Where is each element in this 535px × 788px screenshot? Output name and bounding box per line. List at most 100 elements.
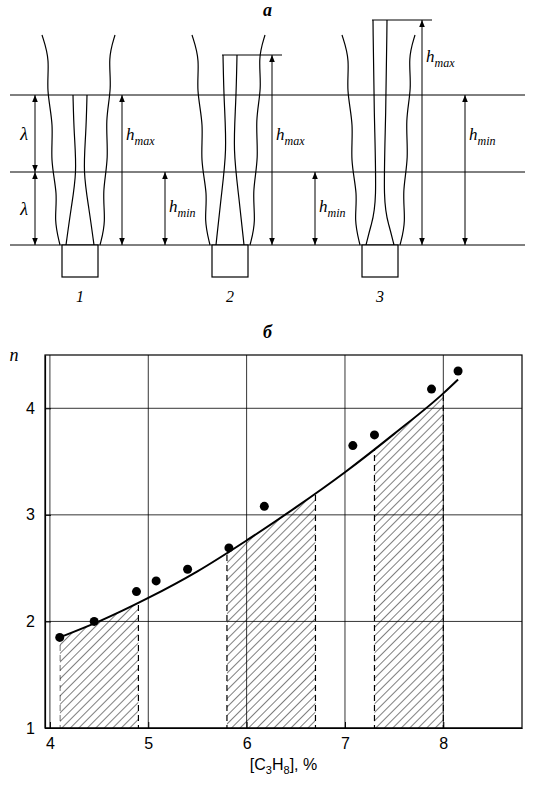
flame: 3hmaxhmin [342, 20, 496, 305]
panel-label: б [263, 322, 273, 342]
tick-mark [45, 515, 51, 516]
h-min-label: hmin [169, 197, 196, 220]
data-point [55, 633, 64, 642]
tick-label: 4 [26, 400, 35, 417]
h-min-label-sub: min [328, 206, 346, 220]
flame: 1hmaxhminλλ [19, 35, 195, 305]
tick: 6 [243, 722, 252, 752]
h-min-label-main: h [469, 125, 478, 144]
tick-label: 8 [439, 735, 448, 752]
diagram: а1hmaxhminλλ2hmaxhmin3hmaxhmin [10, 0, 525, 305]
top-marker [372, 20, 432, 21]
grid-line [344, 355, 345, 728]
burner [212, 245, 248, 277]
flame-inner [384, 20, 394, 245]
data-point [348, 441, 357, 450]
shaded-range [227, 355, 316, 728]
axis-line [45, 356, 46, 729]
tick-label: 2 [26, 613, 35, 630]
tick-mark [247, 722, 248, 728]
h-max-label-main: h [126, 125, 135, 144]
tick-label: 1 [26, 720, 35, 737]
h-min-label: hmin [319, 197, 346, 220]
fit-curve [60, 380, 458, 638]
flame-outer [100, 35, 115, 245]
h-max-label-sub: max [285, 134, 306, 148]
flame-inner [234, 55, 244, 245]
grid-line [45, 408, 522, 409]
range-edge [138, 355, 139, 728]
lambda-label: λ [19, 124, 28, 144]
flame-inner [66, 95, 76, 245]
flame-inner [366, 20, 376, 245]
chart: б456781234n[C3H8], % [10, 322, 523, 776]
data-point [152, 576, 161, 585]
tick-label: 3 [26, 506, 35, 523]
h-max-label: hmax [126, 125, 155, 148]
tick-label: 5 [144, 735, 153, 752]
data-point [260, 502, 269, 511]
h-max-label-sub: max [135, 134, 156, 148]
top-marker [222, 55, 282, 56]
tick-mark [45, 408, 51, 409]
range-edge [443, 355, 444, 728]
h-min-label-sub: min [178, 206, 196, 220]
tick-mark [45, 621, 51, 622]
x-axis-title-part: H [272, 756, 284, 773]
tick-mark [50, 722, 51, 728]
range-edge [374, 355, 375, 728]
h-max-label-sub: max [435, 56, 456, 70]
data-point [370, 430, 379, 439]
reference-line [10, 172, 525, 173]
x-axis-title-part: [C [250, 756, 266, 773]
flame-outer [250, 35, 265, 245]
x-axis-title: [C3H8], % [250, 756, 317, 776]
grid [45, 355, 522, 728]
dimension-arrow [465, 95, 466, 245]
tick-mark [345, 722, 346, 728]
shaded-regions [60, 355, 444, 728]
tick-label: 6 [243, 735, 252, 752]
flame-inner [84, 95, 94, 245]
tick-mark [443, 722, 444, 728]
tick: 2 [26, 613, 51, 630]
h-max-label: hmax [276, 125, 305, 148]
flame-outer [192, 35, 210, 245]
figure: а1hmaxhminλλ2hmaxhmin3hmaxhminб456781234… [0, 0, 535, 788]
data-point [183, 565, 192, 574]
dimension-arrow [35, 95, 36, 172]
axis-line [46, 728, 523, 729]
tick-mark [45, 728, 51, 729]
tick: 7 [341, 722, 350, 752]
tick: 3 [26, 506, 51, 523]
h-max-label-main: h [426, 47, 435, 66]
flame-outer [400, 35, 415, 245]
plot-area [55, 355, 462, 728]
range-edge [59, 355, 60, 728]
dimension-arrow [35, 172, 36, 245]
h-min-label-main: h [169, 197, 178, 216]
panel-label: а [263, 0, 272, 20]
h-min-label-sub: min [478, 134, 496, 148]
grid-line [49, 355, 50, 728]
y-axis-title: n [10, 345, 19, 365]
burner [362, 245, 398, 277]
x-axis-title-part: ], % [290, 756, 318, 773]
tick: 5 [144, 722, 153, 752]
flame: 2hmaxhmin [192, 35, 346, 305]
h-max-label-main: h [276, 125, 285, 144]
flame-inner [216, 55, 226, 245]
shaded-range [60, 355, 139, 728]
dimension-arrow [165, 172, 166, 245]
h-min-label-main: h [319, 197, 328, 216]
h-max-label: hmax [426, 47, 455, 70]
range-edge [226, 355, 227, 728]
tick: 8 [439, 722, 448, 752]
flame-outer [42, 35, 60, 245]
burner [62, 245, 98, 277]
dimension-arrow [315, 172, 316, 245]
x-axis: 45678 [46, 722, 523, 752]
h-min-label: hmin [469, 125, 496, 148]
tick-mark [148, 722, 149, 728]
lambda-label: λ [19, 199, 28, 219]
